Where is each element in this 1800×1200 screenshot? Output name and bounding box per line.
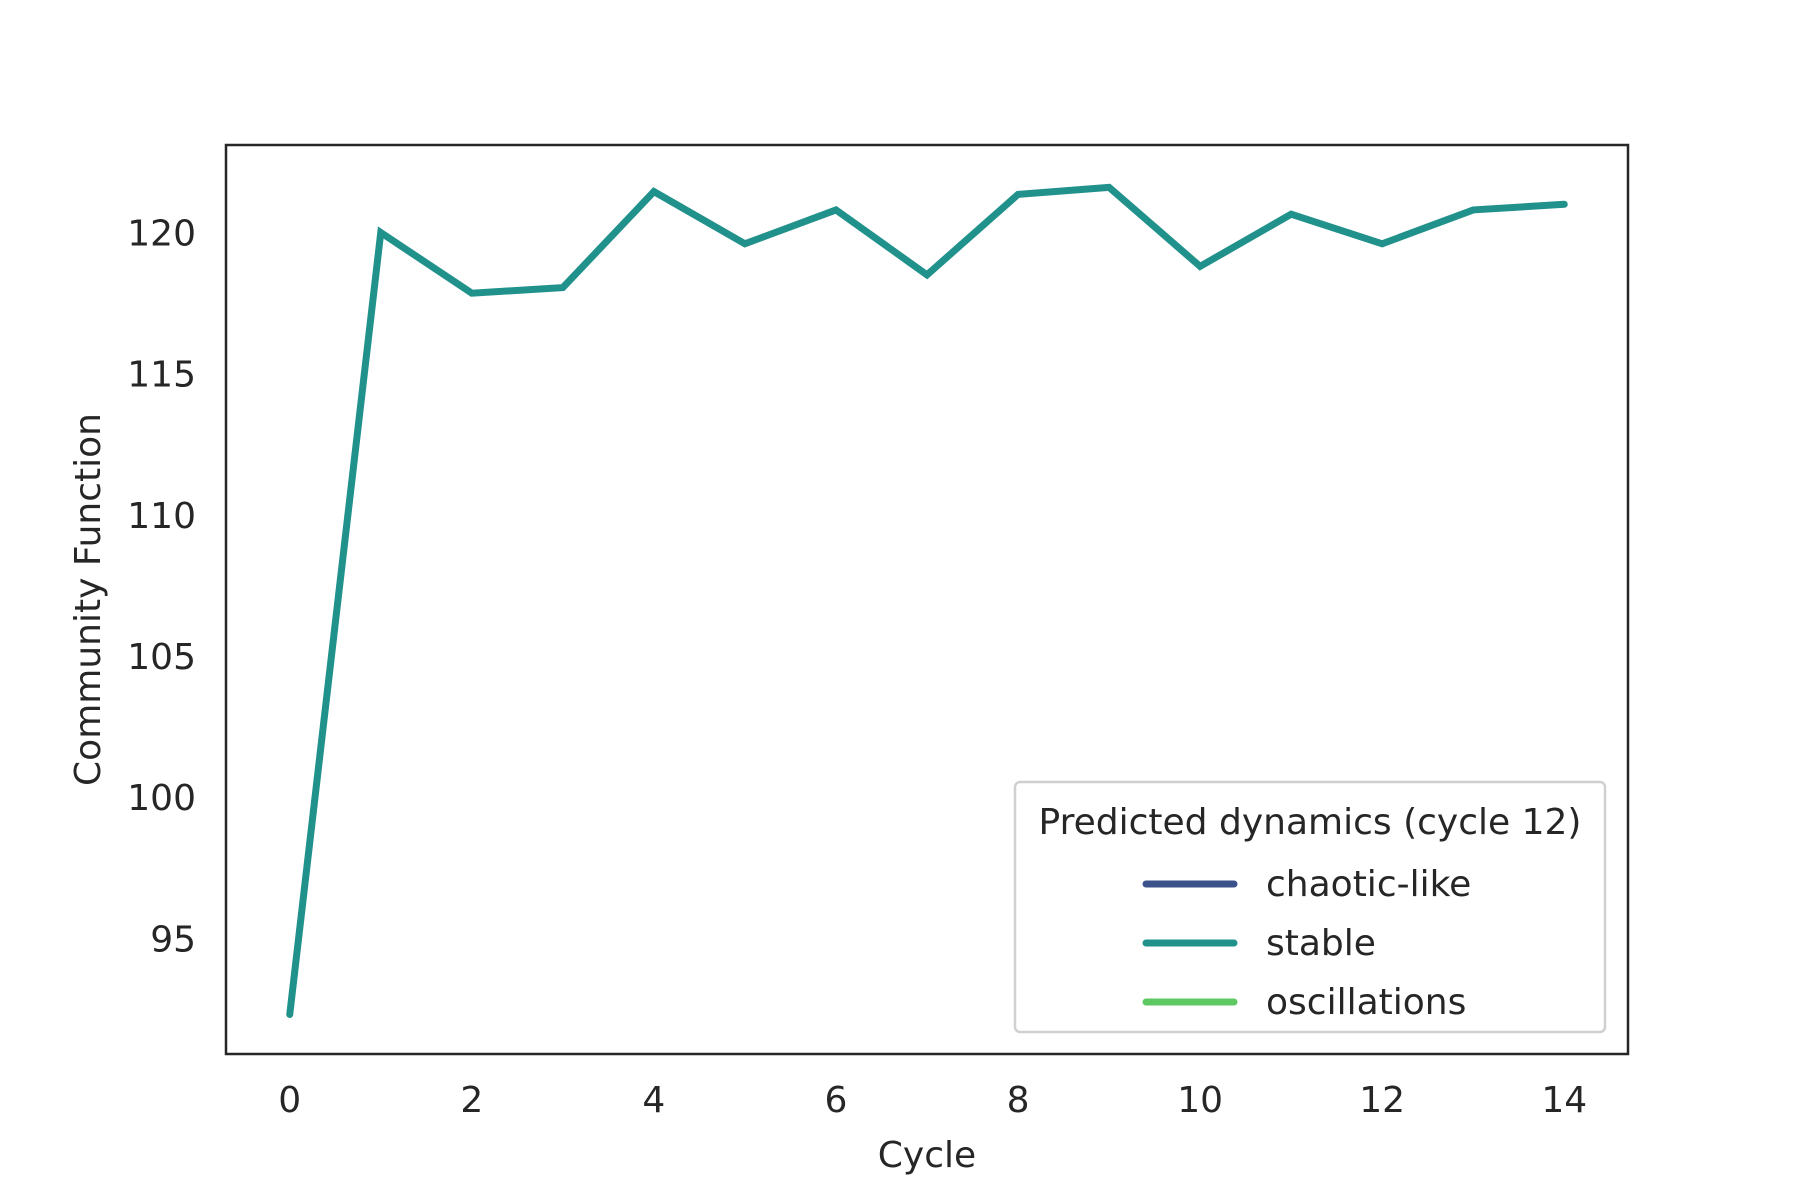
x-axis-label: Cycle	[878, 1135, 976, 1176]
series-layer	[286, 183, 1568, 1018]
legend: Predicted dynamics (cycle 12) chaotic-li…	[1013, 780, 1607, 1034]
legend-label: oscillations	[1266, 982, 1466, 1023]
legend-box	[1013, 780, 1607, 1034]
x-tick-label: 6	[825, 1080, 848, 1121]
x-axis: 0 2 4 6 8 10 12 14	[278, 1080, 1587, 1121]
y-tick-label: 105	[127, 637, 196, 678]
x-tick-label: 10	[1177, 1080, 1223, 1121]
plot-area	[224, 143, 1630, 1056]
y-axis-label: Community Function	[68, 413, 109, 786]
legend-title: Predicted dynamics (cycle 12)	[1039, 802, 1582, 843]
x-tick-label: 4	[642, 1080, 665, 1121]
x-tick-label: 0	[278, 1080, 301, 1121]
x-tick-label: 12	[1359, 1080, 1405, 1121]
y-tick-label: 100	[127, 778, 196, 819]
y-tick-label: 95	[150, 919, 196, 960]
x-tick-label: 8	[1007, 1080, 1030, 1121]
y-axis: 95 100 105 110 115 120	[127, 214, 196, 961]
legend-label: chaotic-like	[1266, 864, 1471, 905]
x-tick-label: 14	[1541, 1080, 1587, 1121]
y-tick-label: 115	[127, 355, 196, 396]
y-tick-label: 110	[127, 496, 196, 537]
legend-label: stable	[1266, 923, 1376, 964]
axes-frame	[224, 143, 1630, 1056]
x-tick-label: 2	[460, 1080, 483, 1121]
y-tick-label: 120	[127, 214, 196, 255]
legend-entries: chaotic-like stable oscillations	[1142, 864, 1471, 1023]
